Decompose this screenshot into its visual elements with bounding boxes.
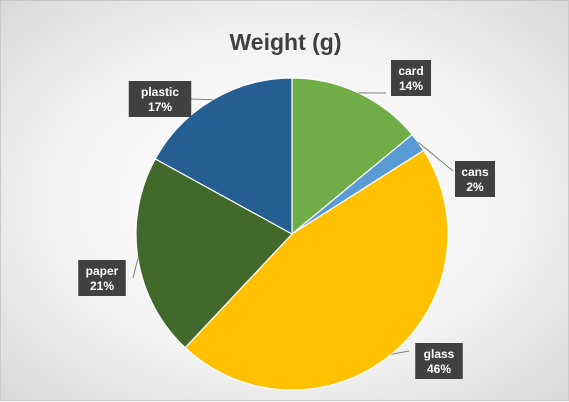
data-label-category: glass — [424, 347, 455, 361]
data-label-percent: 46% — [427, 362, 451, 376]
data-label-category: cans — [461, 165, 489, 179]
data-label-category: paper — [86, 264, 119, 278]
data-label-percent: 14% — [399, 79, 423, 93]
data-label-category: card — [398, 64, 423, 78]
data-label-percent: 2% — [466, 180, 484, 194]
leader-line-paper — [133, 258, 138, 278]
data-label-percent: 17% — [148, 100, 172, 114]
leader-line-plastic — [191, 99, 213, 100]
data-label-category: plastic — [141, 85, 179, 99]
data-label-percent: 21% — [90, 279, 114, 293]
